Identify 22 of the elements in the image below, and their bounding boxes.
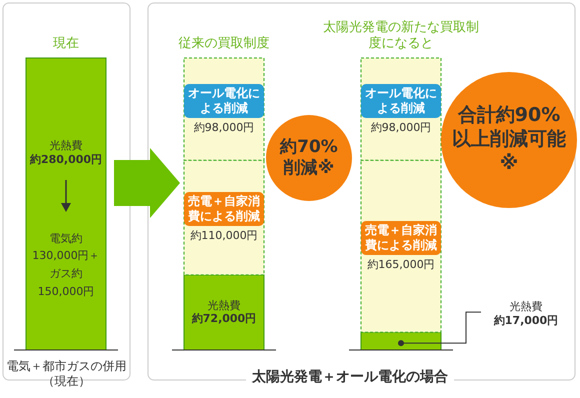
text: 売電＋自家消費による削減: [365, 222, 437, 252]
x-tick-label: 現在: [53, 36, 79, 52]
data-label: 約110,000円: [190, 229, 258, 243]
data-label: 約98,000円: [370, 120, 432, 134]
series-label: オール電化による削減: [184, 84, 264, 118]
text: 光熱費: [208, 298, 240, 312]
data-label: 約17,000円: [494, 314, 558, 328]
text: 電気＋都市ガスの併用（現在）: [6, 359, 128, 389]
series-label: 売電＋自家消費による削減: [184, 192, 264, 226]
text: オール電化による削減: [365, 86, 437, 115]
annotation: 約70%削減※: [278, 136, 339, 180]
annotation: 合計約90%以上削減可能※: [451, 104, 567, 176]
annotation: 電気約130,000円＋ガス約150,000円: [31, 230, 101, 300]
data-label: 約72,000円: [192, 312, 256, 326]
data-label: 約98,000円: [194, 120, 254, 134]
text: 太陽光発電＋オール電化の場合: [246, 369, 454, 387]
text: 光熱費: [510, 300, 542, 314]
x-tick-label: 太陽光発電の新たな買取制度になると: [322, 20, 480, 52]
series-label: 光熱費: [50, 139, 82, 153]
data-label: 約165,000円: [367, 258, 435, 272]
x-tick-label: 従来の買取制度: [178, 36, 270, 52]
data-label: 約280,000円: [30, 153, 102, 167]
